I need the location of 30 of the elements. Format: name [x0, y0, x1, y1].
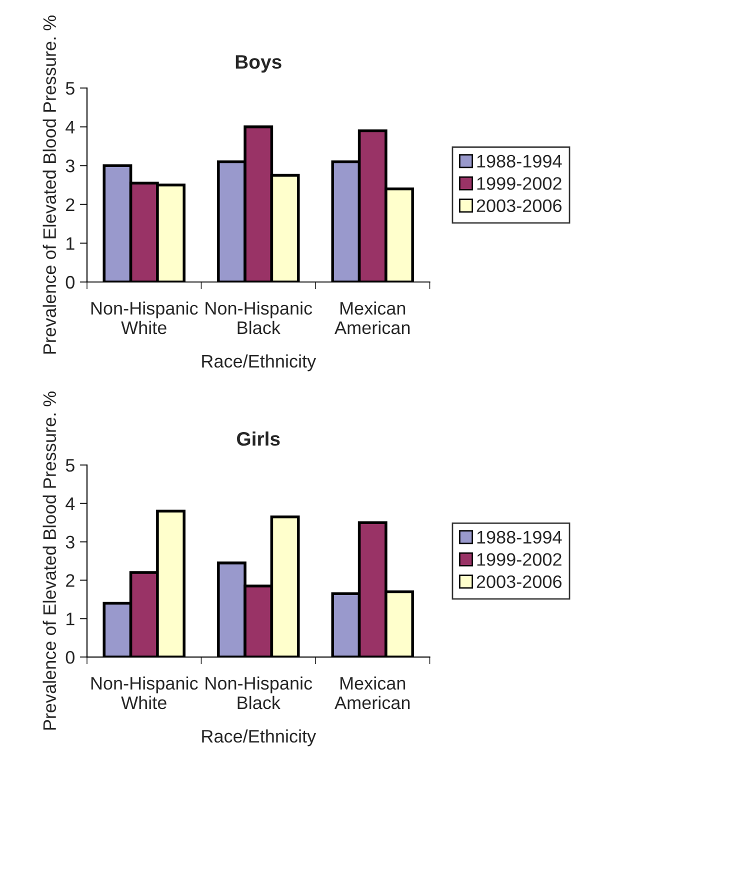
y-tick-label: 1: [66, 612, 74, 626]
x-tick-label: Mexican American: [334, 301, 410, 334]
chart-title: Boys: [236, 55, 282, 73]
y-tick-label: 5: [66, 459, 74, 472]
x-tick-label: Non-Hispanic Black: [206, 676, 312, 710]
legend-label: 2003-2006: [476, 199, 562, 212]
x-tick-label: Non-Hispanic Black: [206, 301, 312, 334]
y-axis-title: Prevalence of Elevated Blood Pressure. %: [42, 392, 56, 730]
y-tick-label: 3: [66, 160, 74, 172]
legend-label: 1988-1994: [477, 530, 562, 544]
y-tick-label: 4: [66, 120, 75, 134]
y-tick-label: 0: [66, 276, 74, 289]
y-tick-label: 3: [66, 536, 74, 549]
legend-label: 2003-2006: [476, 575, 562, 588]
y-tick-label: 2: [66, 198, 74, 211]
y-tick-label: 5: [66, 82, 74, 95]
y-axis-title: Prevalence of Elevated Blood Pressure. %: [42, 16, 56, 354]
y-tick-label: 2: [66, 574, 74, 587]
x-axis-title: Race/Ethnicity: [202, 354, 316, 372]
x-tick-label: Non-Hispanic White: [91, 301, 198, 334]
y-tick-label: 0: [66, 650, 74, 664]
chart-title: Girls: [237, 431, 280, 446]
x-tick-label: Mexican American: [334, 676, 410, 710]
x-tick-label: Non-Hispanic White: [91, 676, 198, 710]
legend-label: 1999-2002: [477, 553, 562, 566]
y-tick-label: 1: [66, 237, 74, 250]
legend-label: 1988-1994: [477, 154, 562, 168]
legend-label: 1999-2002: [477, 177, 562, 190]
y-tick-label: 4: [66, 498, 75, 510]
x-axis-title: Race/Ethnicity: [202, 729, 316, 746]
